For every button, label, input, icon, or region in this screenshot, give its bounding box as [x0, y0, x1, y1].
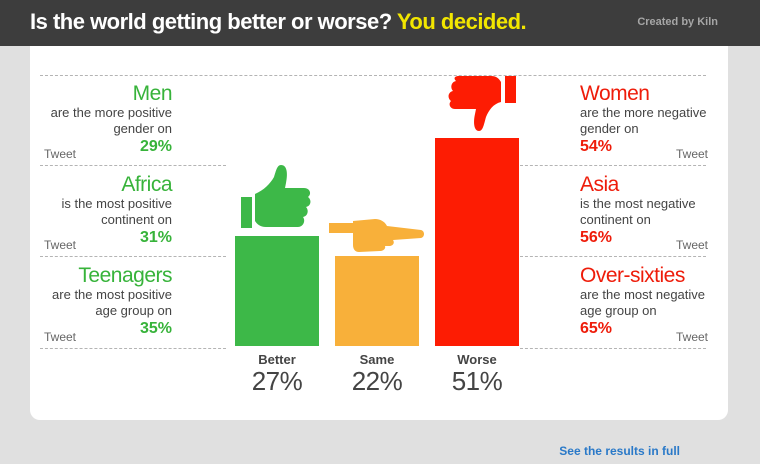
category-label: Better: [258, 352, 296, 367]
panel-text: continent on: [580, 212, 651, 227]
panel-text: is the most negative: [580, 196, 696, 211]
category-label: Worse: [457, 352, 497, 367]
thumb-sideways-icon: [329, 219, 424, 252]
see-results-link[interactable]: See the results in full: [559, 444, 680, 458]
panel-text: age group on: [95, 303, 172, 318]
over-sixties-panel: Over-sixties are the most negative age g…: [580, 265, 705, 338]
panel-percent: 56%: [580, 229, 613, 246]
panel-percent: 31%: [139, 229, 172, 246]
divider: [40, 256, 226, 257]
value-label: 27%: [251, 366, 303, 396]
panel-head: Teenagers: [78, 264, 172, 287]
panel-head: Women: [580, 82, 650, 105]
panel-text: gender on: [113, 121, 172, 136]
men-panel: Men are the more positive gender on 29%: [50, 82, 173, 156]
panel-text: gender on: [580, 121, 639, 136]
panel-head: Africa: [121, 173, 172, 196]
page-title: Is the world getting better or worse? Yo…: [30, 9, 527, 35]
panel-text: age group on: [580, 303, 657, 318]
value-label: 22%: [351, 366, 403, 396]
tweet-link[interactable]: Tweet: [44, 330, 77, 344]
divider: [520, 165, 706, 166]
panel-text: are the most negative: [580, 287, 706, 302]
tweet-link[interactable]: Tweet: [44, 147, 77, 161]
credit-link[interactable]: Created by Kiln: [637, 16, 718, 28]
bar-worse: [435, 138, 519, 346]
value-label: 51%: [451, 366, 503, 396]
tweet-link[interactable]: Tweet: [676, 238, 709, 252]
panel-text: continent on: [101, 212, 172, 227]
title-question: Is the world getting better or worse?: [30, 9, 392, 34]
tweet-link[interactable]: Tweet: [676, 330, 709, 344]
divider: [40, 75, 706, 76]
title-accent: You decided.: [396, 9, 527, 34]
bar-same: [335, 256, 419, 346]
panel-percent: 65%: [580, 320, 613, 337]
header-bar: Is the world getting better or worse? Yo…: [0, 0, 760, 46]
africa-panel: Africa is the most positive continent on…: [61, 174, 172, 247]
results-card: Men are the more positive gender on 29% …: [30, 46, 728, 458]
panel-head: Asia: [580, 173, 619, 196]
panel-text: is the most positive: [61, 196, 172, 211]
panel-text: are the most positive: [52, 287, 172, 302]
divider: [520, 256, 706, 257]
asia-panel: Asia is the most negative continent on 5…: [580, 174, 696, 247]
divider: [40, 348, 226, 349]
bar-better: [235, 236, 319, 346]
panel-head: Men: [132, 82, 173, 105]
panel-percent: 29%: [139, 138, 172, 155]
panel-head: Over-sixties: [580, 264, 685, 287]
category-label: Same: [359, 352, 395, 367]
panel-text: are the more negative: [580, 105, 707, 120]
divider: [520, 348, 706, 349]
tweet-link[interactable]: Tweet: [44, 238, 77, 252]
panel-percent: 35%: [139, 320, 172, 337]
tweet-link[interactable]: Tweet: [676, 147, 709, 161]
women-panel: Women are the more negative gender on 54…: [580, 83, 706, 156]
divider: [40, 165, 226, 166]
thumbs-down-icon: [448, 76, 516, 131]
thumbs-up-icon: [241, 165, 311, 228]
panel-percent: 54%: [580, 138, 613, 155]
panel-text: are the more positive: [50, 105, 172, 120]
teenagers-panel: Teenagers are the most positive age grou…: [52, 265, 172, 338]
